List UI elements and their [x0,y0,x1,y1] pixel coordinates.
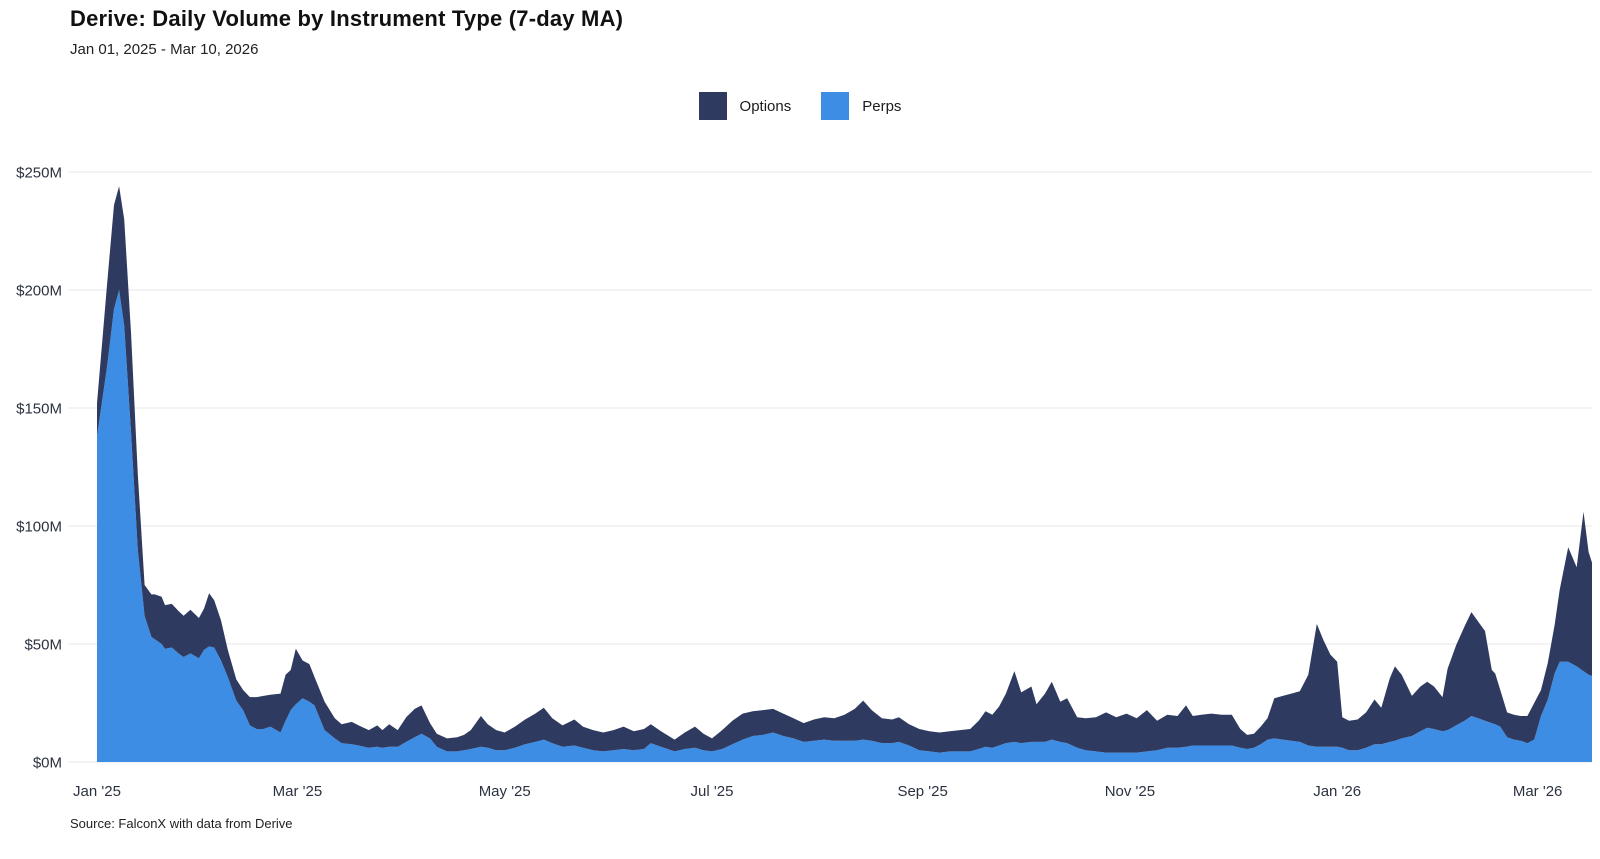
page-title: Derive: Daily Volume by Instrument Type … [70,6,624,31]
legend: Options Perps [0,92,1600,120]
source-note: Source: FalconX with data from Derive [70,816,293,831]
y-tick-label: $50M [24,636,62,653]
options-area-series [97,186,1592,753]
date-range-subtitle: Jan 01, 2025 - Mar 10, 2026 [70,41,259,58]
y-tick-label: $0M [33,754,62,771]
y-tick-label: $200M [16,282,62,299]
legend-item-perps: Perps [821,92,901,120]
x-tick-label: Sep '25 [897,783,947,800]
y-tick-label: $100M [16,518,62,535]
legend-item-options: Options [698,92,792,120]
x-tick-label: Jan '25 [73,783,121,800]
options-swatch [698,92,727,120]
legend-label-options: Options [739,97,792,115]
x-tick-label: Nov '25 [1105,783,1155,800]
legend-label-perps: Perps [862,97,902,115]
x-tick-label: May '25 [479,783,531,800]
x-tick-label: Mar '26 [1513,783,1563,800]
y-tick-label: $250M [16,164,62,181]
x-tick-label: Jul '25 [691,783,734,800]
x-tick-label: Mar '25 [273,783,323,800]
y-tick-label: $150M [16,400,62,417]
chart-header: Derive: Daily Volume by Instrument Type … [70,6,623,58]
perps-swatch [821,92,850,120]
x-tick-label: Jan '26 [1313,783,1361,800]
